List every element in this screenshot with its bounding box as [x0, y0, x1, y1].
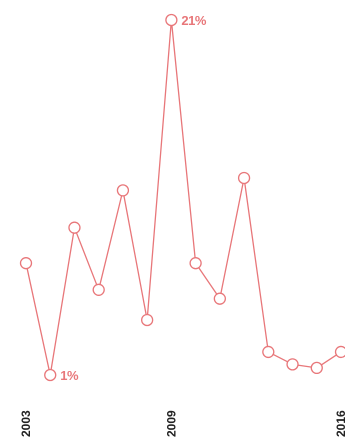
x-tick-label-2016: 2016	[334, 410, 345, 437]
data-label-max: 21%	[181, 13, 206, 28]
data-point-2007	[116, 184, 130, 197]
data-point-2013	[262, 345, 275, 359]
data-point-2012	[237, 171, 251, 185]
data-point-2004	[44, 368, 57, 382]
data-point-2006	[92, 283, 105, 296]
data-point-2011	[213, 292, 226, 305]
series-line	[25, 19, 342, 376]
data-point-2005	[68, 221, 81, 234]
data-point-2010	[189, 257, 202, 270]
x-tick-label-2009: 2009	[164, 410, 178, 437]
data-points-layer	[19, 13, 345, 382]
x-tick-label-2003: 2003	[19, 410, 33, 437]
series-line-layer	[25, 19, 342, 376]
data-point-2009	[165, 13, 178, 27]
data-point-2008	[141, 313, 154, 327]
data-point-2015	[310, 361, 323, 375]
data-label-min: 1%	[60, 368, 79, 383]
data-point-2003	[19, 257, 33, 270]
x-axis-ticks: 2003 2009 2016	[19, 410, 345, 437]
data-point-2016	[334, 345, 345, 359]
data-labels-layer: 1% 21%	[60, 13, 207, 383]
data-point-2014	[286, 358, 299, 371]
